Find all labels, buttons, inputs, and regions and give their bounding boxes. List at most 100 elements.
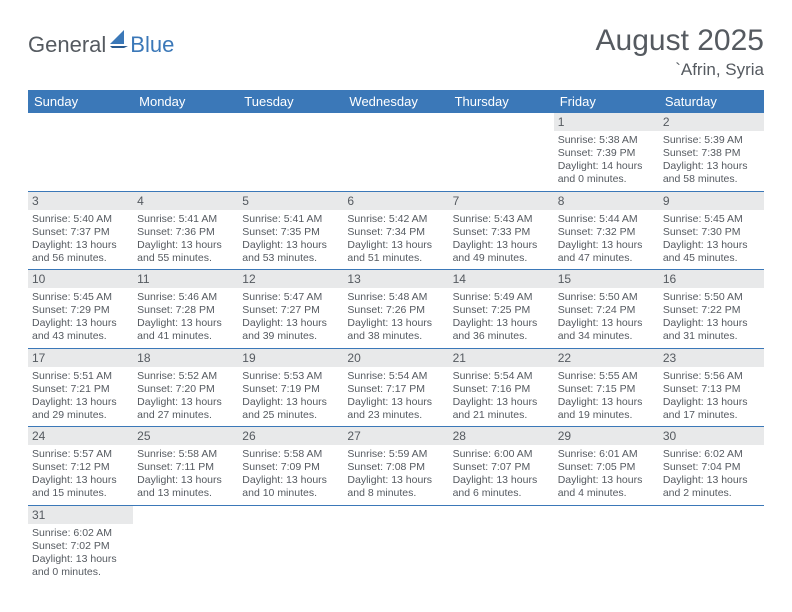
calendar-cell: 12Sunrise: 5:47 AMSunset: 7:27 PMDayligh…: [238, 270, 343, 349]
day-number: 23: [659, 349, 764, 367]
calendar-header-row: SundayMondayTuesdayWednesdayThursdayFrid…: [28, 90, 764, 113]
calendar-cell: 8Sunrise: 5:44 AMSunset: 7:32 PMDaylight…: [554, 191, 659, 270]
sunrise-line: Sunrise: 5:42 AM: [347, 213, 444, 226]
daylight-line: Daylight: 13 hours and 19 minutes.: [558, 396, 655, 422]
day-details: Sunrise: 6:01 AMSunset: 7:05 PMDaylight:…: [554, 445, 659, 505]
day-number: 20: [343, 349, 448, 367]
day-details: Sunrise: 5:46 AMSunset: 7:28 PMDaylight:…: [133, 288, 238, 348]
calendar-cell: 25Sunrise: 5:58 AMSunset: 7:11 PMDayligh…: [133, 427, 238, 506]
calendar-page: General Blue August 2025 `Afrin, Syria S…: [0, 0, 792, 607]
day-details: Sunrise: 5:58 AMSunset: 7:11 PMDaylight:…: [133, 445, 238, 505]
daylight-line: Daylight: 13 hours and 0 minutes.: [32, 553, 129, 579]
sunset-line: Sunset: 7:36 PM: [137, 226, 234, 239]
day-number: 8: [554, 192, 659, 210]
daylight-line: Daylight: 13 hours and 45 minutes.: [663, 239, 760, 265]
daylight-line: Daylight: 13 hours and 8 minutes.: [347, 474, 444, 500]
sunset-line: Sunset: 7:12 PM: [32, 461, 129, 474]
sunset-line: Sunset: 7:25 PM: [453, 304, 550, 317]
day-details: Sunrise: 6:02 AMSunset: 7:04 PMDaylight:…: [659, 445, 764, 505]
calendar-week-row: 1Sunrise: 5:38 AMSunset: 7:39 PMDaylight…: [28, 113, 764, 191]
sunrise-line: Sunrise: 6:02 AM: [32, 527, 129, 540]
day-details: Sunrise: 5:42 AMSunset: 7:34 PMDaylight:…: [343, 210, 448, 270]
day-number: 2: [659, 113, 764, 131]
calendar-week-row: 17Sunrise: 5:51 AMSunset: 7:21 PMDayligh…: [28, 348, 764, 427]
daylight-line: Daylight: 13 hours and 31 minutes.: [663, 317, 760, 343]
day-number: 12: [238, 270, 343, 288]
sunrise-line: Sunrise: 5:44 AM: [558, 213, 655, 226]
day-header: Thursday: [449, 90, 554, 113]
day-number: 27: [343, 427, 448, 445]
logo-text-blue: Blue: [130, 32, 174, 58]
sunset-line: Sunset: 7:37 PM: [32, 226, 129, 239]
sunset-line: Sunset: 7:35 PM: [242, 226, 339, 239]
daylight-line: Daylight: 13 hours and 2 minutes.: [663, 474, 760, 500]
sunrise-line: Sunrise: 5:41 AM: [137, 213, 234, 226]
sunrise-line: Sunrise: 5:52 AM: [137, 370, 234, 383]
daylight-line: Daylight: 13 hours and 10 minutes.: [242, 474, 339, 500]
day-details: Sunrise: 5:58 AMSunset: 7:09 PMDaylight:…: [238, 445, 343, 505]
sunrise-line: Sunrise: 5:54 AM: [453, 370, 550, 383]
day-header: Monday: [133, 90, 238, 113]
day-details: Sunrise: 5:56 AMSunset: 7:13 PMDaylight:…: [659, 367, 764, 427]
daylight-line: Daylight: 13 hours and 41 minutes.: [137, 317, 234, 343]
sunrise-line: Sunrise: 5:49 AM: [453, 291, 550, 304]
sunrise-line: Sunrise: 5:59 AM: [347, 448, 444, 461]
day-details: Sunrise: 5:41 AMSunset: 7:35 PMDaylight:…: [238, 210, 343, 270]
sunset-line: Sunset: 7:27 PM: [242, 304, 339, 317]
calendar-cell: 31Sunrise: 6:02 AMSunset: 7:02 PMDayligh…: [28, 505, 133, 583]
calendar-cell: 16Sunrise: 5:50 AMSunset: 7:22 PMDayligh…: [659, 270, 764, 349]
calendar-cell: [554, 505, 659, 583]
sunset-line: Sunset: 7:20 PM: [137, 383, 234, 396]
daylight-line: Daylight: 13 hours and 15 minutes.: [32, 474, 129, 500]
sunset-line: Sunset: 7:09 PM: [242, 461, 339, 474]
sunset-line: Sunset: 7:13 PM: [663, 383, 760, 396]
sunset-line: Sunset: 7:39 PM: [558, 147, 655, 160]
daylight-line: Daylight: 13 hours and 39 minutes.: [242, 317, 339, 343]
day-number: 21: [449, 349, 554, 367]
day-number: 10: [28, 270, 133, 288]
day-number: 24: [28, 427, 133, 445]
day-header: Wednesday: [343, 90, 448, 113]
day-details: Sunrise: 5:50 AMSunset: 7:22 PMDaylight:…: [659, 288, 764, 348]
sunset-line: Sunset: 7:02 PM: [32, 540, 129, 553]
location-label: `Afrin, Syria: [596, 60, 764, 80]
sunrise-line: Sunrise: 5:45 AM: [663, 213, 760, 226]
day-number: 14: [449, 270, 554, 288]
day-details: Sunrise: 5:50 AMSunset: 7:24 PMDaylight:…: [554, 288, 659, 348]
calendar-cell: 30Sunrise: 6:02 AMSunset: 7:04 PMDayligh…: [659, 427, 764, 506]
day-number: 7: [449, 192, 554, 210]
daylight-line: Daylight: 13 hours and 56 minutes.: [32, 239, 129, 265]
sunset-line: Sunset: 7:29 PM: [32, 304, 129, 317]
sunrise-line: Sunrise: 5:43 AM: [453, 213, 550, 226]
calendar-cell: 5Sunrise: 5:41 AMSunset: 7:35 PMDaylight…: [238, 191, 343, 270]
calendar-cell: [133, 505, 238, 583]
daylight-line: Daylight: 13 hours and 4 minutes.: [558, 474, 655, 500]
daylight-line: Daylight: 13 hours and 27 minutes.: [137, 396, 234, 422]
day-details: Sunrise: 5:44 AMSunset: 7:32 PMDaylight:…: [554, 210, 659, 270]
sunrise-line: Sunrise: 5:57 AM: [32, 448, 129, 461]
calendar-cell: 6Sunrise: 5:42 AMSunset: 7:34 PMDaylight…: [343, 191, 448, 270]
day-details: Sunrise: 5:45 AMSunset: 7:30 PMDaylight:…: [659, 210, 764, 270]
daylight-line: Daylight: 13 hours and 17 minutes.: [663, 396, 760, 422]
sunset-line: Sunset: 7:05 PM: [558, 461, 655, 474]
calendar-cell: 20Sunrise: 5:54 AMSunset: 7:17 PMDayligh…: [343, 348, 448, 427]
day-number: 16: [659, 270, 764, 288]
day-details: Sunrise: 5:55 AMSunset: 7:15 PMDaylight:…: [554, 367, 659, 427]
day-number: 13: [343, 270, 448, 288]
daylight-line: Daylight: 13 hours and 25 minutes.: [242, 396, 339, 422]
calendar-cell: 18Sunrise: 5:52 AMSunset: 7:20 PMDayligh…: [133, 348, 238, 427]
calendar-cell: 24 Sunrise: 5:57 AMSunset: 7:12 PMDayligh…: [28, 427, 133, 506]
daylight-line: Daylight: 13 hours and 29 minutes.: [32, 396, 129, 422]
calendar-cell: 17Sunrise: 5:51 AMSunset: 7:21 PMDayligh…: [28, 348, 133, 427]
month-title: August 2025: [596, 24, 764, 58]
sunset-line: Sunset: 7:15 PM: [558, 383, 655, 396]
daylight-line: Daylight: 13 hours and 38 minutes.: [347, 317, 444, 343]
calendar-cell: [238, 113, 343, 191]
sunrise-line: Sunrise: 5:39 AM: [663, 134, 760, 147]
calendar-cell: 11Sunrise: 5:46 AMSunset: 7:28 PMDayligh…: [133, 270, 238, 349]
sunrise-line: Sunrise: 5:48 AM: [347, 291, 444, 304]
calendar-cell: 15Sunrise: 5:50 AMSunset: 7:24 PMDayligh…: [554, 270, 659, 349]
sunset-line: Sunset: 7:22 PM: [663, 304, 760, 317]
day-number: 26: [238, 427, 343, 445]
day-details: Sunrise: 5:38 AMSunset: 7:39 PMDaylight:…: [554, 131, 659, 191]
